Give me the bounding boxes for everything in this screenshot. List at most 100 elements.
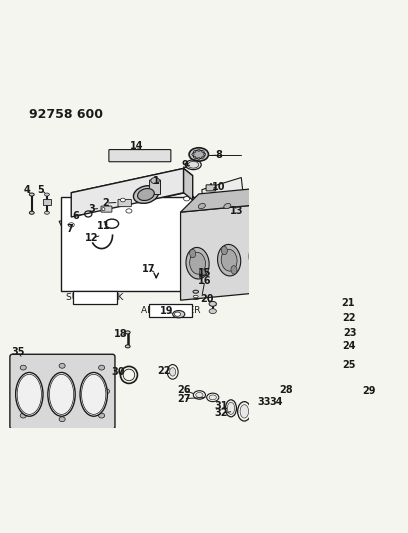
Text: 22: 22 bbox=[157, 366, 171, 376]
Ellipse shape bbox=[59, 417, 65, 422]
Ellipse shape bbox=[311, 260, 320, 273]
Ellipse shape bbox=[49, 374, 74, 414]
Ellipse shape bbox=[175, 312, 181, 316]
Text: 35: 35 bbox=[12, 348, 25, 358]
Text: 32: 32 bbox=[215, 408, 228, 418]
Ellipse shape bbox=[20, 413, 26, 418]
Polygon shape bbox=[181, 200, 308, 300]
Ellipse shape bbox=[231, 265, 237, 274]
Ellipse shape bbox=[126, 209, 132, 213]
Ellipse shape bbox=[204, 154, 206, 155]
Text: 92758 600: 92758 600 bbox=[29, 108, 103, 121]
Text: 11: 11 bbox=[97, 221, 110, 231]
Text: 15: 15 bbox=[198, 268, 212, 278]
Ellipse shape bbox=[170, 368, 176, 376]
Ellipse shape bbox=[193, 290, 198, 293]
Ellipse shape bbox=[190, 252, 206, 274]
Ellipse shape bbox=[240, 405, 248, 418]
Ellipse shape bbox=[193, 151, 196, 152]
Bar bbox=[43, 199, 51, 205]
Text: 4: 4 bbox=[24, 184, 30, 195]
Ellipse shape bbox=[313, 348, 334, 355]
Ellipse shape bbox=[193, 150, 205, 159]
Ellipse shape bbox=[189, 148, 208, 161]
Ellipse shape bbox=[80, 373, 107, 416]
Ellipse shape bbox=[253, 246, 268, 268]
Ellipse shape bbox=[99, 365, 104, 370]
FancyBboxPatch shape bbox=[206, 185, 216, 191]
Polygon shape bbox=[71, 168, 184, 217]
Text: 12: 12 bbox=[84, 233, 98, 243]
Text: 28: 28 bbox=[279, 385, 293, 395]
Text: 25: 25 bbox=[342, 360, 355, 369]
Ellipse shape bbox=[20, 365, 26, 370]
Ellipse shape bbox=[300, 204, 307, 208]
Ellipse shape bbox=[209, 395, 216, 400]
Ellipse shape bbox=[186, 247, 209, 279]
FancyBboxPatch shape bbox=[109, 150, 171, 161]
Ellipse shape bbox=[252, 389, 276, 400]
Ellipse shape bbox=[193, 295, 198, 298]
Ellipse shape bbox=[44, 211, 49, 214]
Ellipse shape bbox=[279, 405, 285, 407]
Text: 9: 9 bbox=[182, 160, 188, 171]
Ellipse shape bbox=[281, 238, 304, 270]
Text: 33: 33 bbox=[257, 397, 271, 407]
Text: 20: 20 bbox=[200, 294, 213, 304]
Polygon shape bbox=[181, 182, 326, 212]
Ellipse shape bbox=[327, 319, 339, 325]
Ellipse shape bbox=[221, 246, 227, 255]
Ellipse shape bbox=[315, 366, 328, 370]
Ellipse shape bbox=[29, 193, 34, 196]
Bar bbox=[61, 197, 234, 291]
Ellipse shape bbox=[196, 392, 203, 398]
Ellipse shape bbox=[191, 294, 201, 300]
Ellipse shape bbox=[324, 317, 341, 327]
Ellipse shape bbox=[269, 418, 275, 421]
Ellipse shape bbox=[125, 331, 130, 334]
Ellipse shape bbox=[188, 161, 199, 168]
Text: 3: 3 bbox=[88, 204, 95, 214]
FancyBboxPatch shape bbox=[150, 180, 160, 195]
Ellipse shape bbox=[173, 311, 185, 318]
Ellipse shape bbox=[311, 217, 320, 231]
Ellipse shape bbox=[317, 349, 329, 353]
Ellipse shape bbox=[319, 335, 330, 340]
Polygon shape bbox=[308, 182, 326, 288]
Text: 26: 26 bbox=[177, 385, 191, 395]
Ellipse shape bbox=[99, 413, 104, 418]
Ellipse shape bbox=[221, 249, 237, 271]
Ellipse shape bbox=[197, 158, 200, 159]
Ellipse shape bbox=[192, 154, 194, 155]
Text: 8: 8 bbox=[215, 150, 222, 160]
Ellipse shape bbox=[16, 389, 22, 394]
Text: 10: 10 bbox=[212, 182, 226, 192]
Ellipse shape bbox=[294, 260, 300, 268]
Ellipse shape bbox=[279, 418, 285, 421]
Text: SURGE TANK: SURGE TANK bbox=[66, 293, 124, 302]
Ellipse shape bbox=[103, 389, 109, 394]
FancyBboxPatch shape bbox=[118, 199, 131, 207]
Ellipse shape bbox=[202, 151, 204, 152]
Text: 23: 23 bbox=[343, 328, 357, 338]
Ellipse shape bbox=[262, 263, 268, 271]
Ellipse shape bbox=[209, 302, 216, 306]
Ellipse shape bbox=[224, 204, 231, 208]
Text: 21: 21 bbox=[341, 298, 354, 308]
Bar bbox=[149, 304, 192, 317]
Text: 27: 27 bbox=[177, 393, 191, 403]
Ellipse shape bbox=[190, 249, 196, 258]
Text: 16: 16 bbox=[198, 276, 212, 286]
Ellipse shape bbox=[202, 156, 204, 158]
Ellipse shape bbox=[333, 400, 339, 403]
Text: 29: 29 bbox=[362, 386, 376, 397]
Text: AIR CLEANER: AIR CLEANER bbox=[141, 306, 200, 315]
Ellipse shape bbox=[217, 245, 241, 276]
Ellipse shape bbox=[275, 204, 282, 208]
Text: 5: 5 bbox=[38, 184, 44, 195]
Text: 22: 22 bbox=[342, 313, 355, 324]
Ellipse shape bbox=[253, 243, 259, 252]
Ellipse shape bbox=[311, 239, 320, 252]
Ellipse shape bbox=[314, 334, 335, 342]
Ellipse shape bbox=[102, 207, 105, 211]
